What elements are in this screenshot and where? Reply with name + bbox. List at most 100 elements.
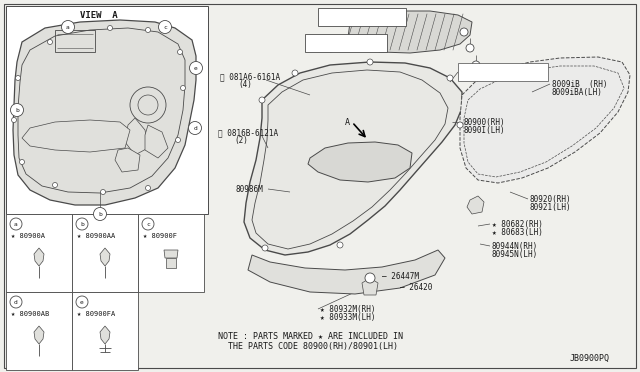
Polygon shape <box>125 118 148 155</box>
Polygon shape <box>244 62 462 255</box>
Circle shape <box>189 122 202 135</box>
Text: (2): (2) <box>234 136 248 145</box>
Text: (12): (12) <box>476 73 495 82</box>
Text: 76999T(LH): 76999T(LH) <box>308 44 355 53</box>
Polygon shape <box>34 248 44 266</box>
Text: ★ 80683(LH): ★ 80683(LH) <box>492 228 543 237</box>
Text: d: d <box>14 299 18 305</box>
Bar <box>305 34 387 52</box>
Bar <box>6 292 72 370</box>
Text: 8009iBA(LH): 8009iBA(LH) <box>552 88 603 97</box>
Text: ★ 80900A: ★ 80900A <box>11 233 45 239</box>
Circle shape <box>460 28 468 36</box>
Polygon shape <box>115 148 140 172</box>
Text: e: e <box>194 65 198 71</box>
Text: 809P0(RH): 809P0(RH) <box>320 10 362 19</box>
Text: JB0900PQ: JB0900PQ <box>570 354 610 363</box>
Polygon shape <box>166 258 176 268</box>
Text: NOTE : PARTS MARKED ★ ARE INCLUDED IN: NOTE : PARTS MARKED ★ ARE INCLUDED IN <box>218 332 403 341</box>
Circle shape <box>367 59 373 65</box>
Circle shape <box>15 76 20 80</box>
Text: 76999BT(RH): 76999BT(RH) <box>308 36 359 45</box>
Circle shape <box>180 86 186 90</box>
Bar <box>208 6 636 364</box>
Circle shape <box>67 28 72 32</box>
Polygon shape <box>308 142 412 182</box>
Polygon shape <box>100 248 110 266</box>
Text: ★ 80900AA: ★ 80900AA <box>77 233 115 239</box>
Text: VIEW  A: VIEW A <box>80 11 118 20</box>
Text: ★ 80900FA: ★ 80900FA <box>77 311 115 317</box>
Circle shape <box>19 160 24 164</box>
Text: (4): (4) <box>238 80 252 89</box>
Text: 80986M: 80986M <box>236 185 264 194</box>
Text: e: e <box>80 299 84 305</box>
Text: ★ 80933M(LH): ★ 80933M(LH) <box>320 313 376 322</box>
Bar <box>72 214 138 292</box>
Text: 80944N(RH): 80944N(RH) <box>492 242 538 251</box>
Text: 80920(RH): 80920(RH) <box>530 195 572 204</box>
Text: c: c <box>163 25 167 29</box>
Polygon shape <box>100 326 110 344</box>
Circle shape <box>100 189 106 195</box>
Circle shape <box>457 122 463 128</box>
Circle shape <box>76 296 88 308</box>
Text: ★ 80932M(RH): ★ 80932M(RH) <box>320 305 376 314</box>
Polygon shape <box>362 278 378 295</box>
Circle shape <box>12 118 17 122</box>
Text: d: d <box>193 125 197 131</box>
Circle shape <box>145 186 150 190</box>
Circle shape <box>76 218 88 230</box>
Polygon shape <box>13 20 196 205</box>
Polygon shape <box>145 125 168 158</box>
Bar <box>458 63 548 81</box>
Polygon shape <box>22 120 130 152</box>
Circle shape <box>142 218 154 230</box>
Text: c: c <box>146 221 150 227</box>
Text: ― 26420: ― 26420 <box>400 283 433 292</box>
Text: 80900(RH): 80900(RH) <box>464 118 506 127</box>
Circle shape <box>259 97 265 103</box>
Text: b: b <box>15 108 19 112</box>
Text: THE PARTS CODE 80900(RH)/80901(LH): THE PARTS CODE 80900(RH)/80901(LH) <box>228 342 398 351</box>
Text: 80945N(LH): 80945N(LH) <box>492 250 538 259</box>
Polygon shape <box>467 196 484 214</box>
Text: 80921(LH): 80921(LH) <box>530 203 572 212</box>
Polygon shape <box>348 11 472 53</box>
Circle shape <box>292 70 298 76</box>
Circle shape <box>10 103 24 116</box>
Circle shape <box>10 296 22 308</box>
Text: Ⓢ 0816B-6121A: Ⓢ 0816B-6121A <box>460 65 520 74</box>
Circle shape <box>466 44 474 52</box>
Text: ★ 80682(RH): ★ 80682(RH) <box>492 220 543 229</box>
Bar <box>318 8 406 26</box>
Text: a: a <box>66 25 70 29</box>
Polygon shape <box>34 326 44 344</box>
Circle shape <box>472 61 480 69</box>
Bar <box>138 214 204 292</box>
Circle shape <box>108 26 113 31</box>
Circle shape <box>447 75 453 81</box>
Circle shape <box>10 218 22 230</box>
Circle shape <box>262 245 268 251</box>
Text: A: A <box>345 118 350 127</box>
Text: ― 26447M: ― 26447M <box>382 272 419 281</box>
Circle shape <box>159 20 172 33</box>
Polygon shape <box>248 250 445 294</box>
Circle shape <box>93 208 106 221</box>
Text: ★ 80900F: ★ 80900F <box>143 233 177 239</box>
Circle shape <box>177 49 182 55</box>
Text: 8090I(LH): 8090I(LH) <box>464 126 506 135</box>
Circle shape <box>145 28 150 32</box>
Circle shape <box>52 183 58 187</box>
Bar <box>6 214 72 292</box>
Circle shape <box>337 242 343 248</box>
Circle shape <box>61 20 74 33</box>
Circle shape <box>130 87 166 123</box>
Circle shape <box>175 138 180 142</box>
Text: 8009iB  (RH): 8009iB (RH) <box>552 80 607 89</box>
Text: b: b <box>98 212 102 217</box>
Text: 809P1(LH): 809P1(LH) <box>320 18 362 27</box>
Bar <box>6 6 208 214</box>
Text: b: b <box>80 221 84 227</box>
